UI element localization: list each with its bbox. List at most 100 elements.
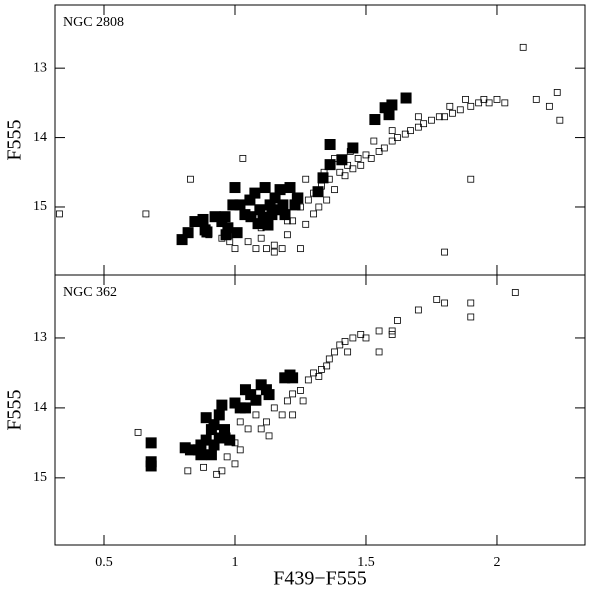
open-point: [142, 210, 150, 218]
open-point: [462, 95, 469, 103]
open-point: [231, 460, 239, 468]
open-point: [467, 299, 475, 307]
filled-point: [250, 394, 262, 406]
open-point: [341, 172, 349, 180]
open-point: [184, 467, 192, 475]
open-point: [252, 411, 260, 419]
open-point: [375, 148, 383, 155]
filled-point: [274, 184, 286, 196]
filled-point: [260, 384, 272, 396]
filled-point: [264, 199, 276, 211]
open-point: [200, 463, 207, 471]
open-point: [231, 245, 239, 253]
open-point: [278, 245, 286, 253]
open-point: [257, 224, 265, 232]
open-point: [302, 220, 310, 228]
open-point: [511, 289, 519, 296]
filled-point: [245, 211, 257, 223]
open-point: [428, 116, 435, 124]
open-point: [270, 248, 278, 256]
open-point: [302, 175, 310, 183]
filled-point: [184, 444, 196, 456]
open-point: [323, 196, 331, 204]
open-point: [519, 43, 527, 51]
y-tick-label: 15: [33, 199, 47, 214]
open-point: [213, 470, 221, 478]
filled-point: [386, 99, 398, 111]
open-point: [315, 203, 323, 211]
y-tick-label: 13: [33, 330, 47, 345]
filled-point: [259, 182, 271, 194]
y-tick-label: 14: [33, 400, 47, 415]
open-point: [236, 446, 244, 454]
filled-point: [289, 199, 301, 211]
filled-point: [208, 419, 220, 431]
filled-point: [192, 444, 204, 456]
filled-point: [224, 434, 236, 446]
open-point: [367, 154, 375, 162]
x-tick-label: 1.5: [357, 555, 375, 570]
filled-point: [252, 218, 264, 230]
open-point: [370, 137, 378, 145]
open-point: [441, 248, 448, 256]
open-point: [545, 102, 553, 110]
open-point: [56, 210, 63, 218]
filled-point: [213, 432, 225, 444]
filled-point: [400, 92, 412, 104]
open-point: [318, 366, 325, 373]
open-point: [223, 432, 231, 440]
open-point: [315, 373, 323, 380]
open-point: [218, 234, 226, 242]
open-point: [325, 355, 333, 363]
open-point: [325, 175, 333, 183]
y-tick-label: 13: [33, 60, 47, 75]
open-point: [349, 334, 357, 342]
open-point: [331, 348, 338, 356]
open-point: [244, 238, 252, 246]
open-point: [380, 144, 388, 152]
open-point: [388, 127, 396, 135]
x-tick-label: 2: [493, 555, 500, 570]
open-point: [401, 130, 409, 138]
filled-point: [216, 399, 228, 411]
filled-point: [234, 199, 246, 211]
x-axis-label: F439−F555: [273, 568, 367, 590]
filled-point: [254, 204, 266, 216]
filled-point: [317, 172, 329, 184]
filled-point: [347, 142, 359, 154]
filled-point: [199, 224, 211, 236]
open-point: [263, 245, 270, 253]
open-point: [344, 161, 352, 169]
filled-point: [257, 211, 269, 223]
filled-point: [227, 199, 239, 211]
open-point: [257, 425, 265, 433]
open-point: [310, 189, 317, 197]
open-point: [441, 113, 448, 121]
open-point: [441, 299, 448, 307]
open-point: [467, 102, 475, 110]
filled-point: [312, 186, 324, 198]
open-point: [375, 327, 383, 335]
filled-point: [234, 402, 246, 414]
open-point: [297, 387, 304, 394]
filled-point: [209, 211, 221, 223]
open-point: [414, 306, 422, 314]
filled-point: [244, 194, 256, 206]
open-point: [467, 313, 475, 321]
open-point: [394, 134, 401, 141]
open-point: [263, 418, 270, 426]
filled-point: [197, 213, 209, 225]
open-point: [331, 186, 338, 194]
open-point: [433, 296, 441, 303]
open-point: [205, 231, 213, 239]
open-point: [336, 168, 344, 176]
open-point: [501, 99, 509, 107]
filled-point: [369, 114, 381, 126]
open-point: [480, 95, 488, 103]
filled-point: [245, 389, 257, 401]
open-point: [291, 193, 299, 200]
open-point: [362, 151, 370, 159]
open-point: [270, 404, 278, 412]
filled-point: [145, 460, 157, 472]
open-point: [265, 432, 273, 440]
